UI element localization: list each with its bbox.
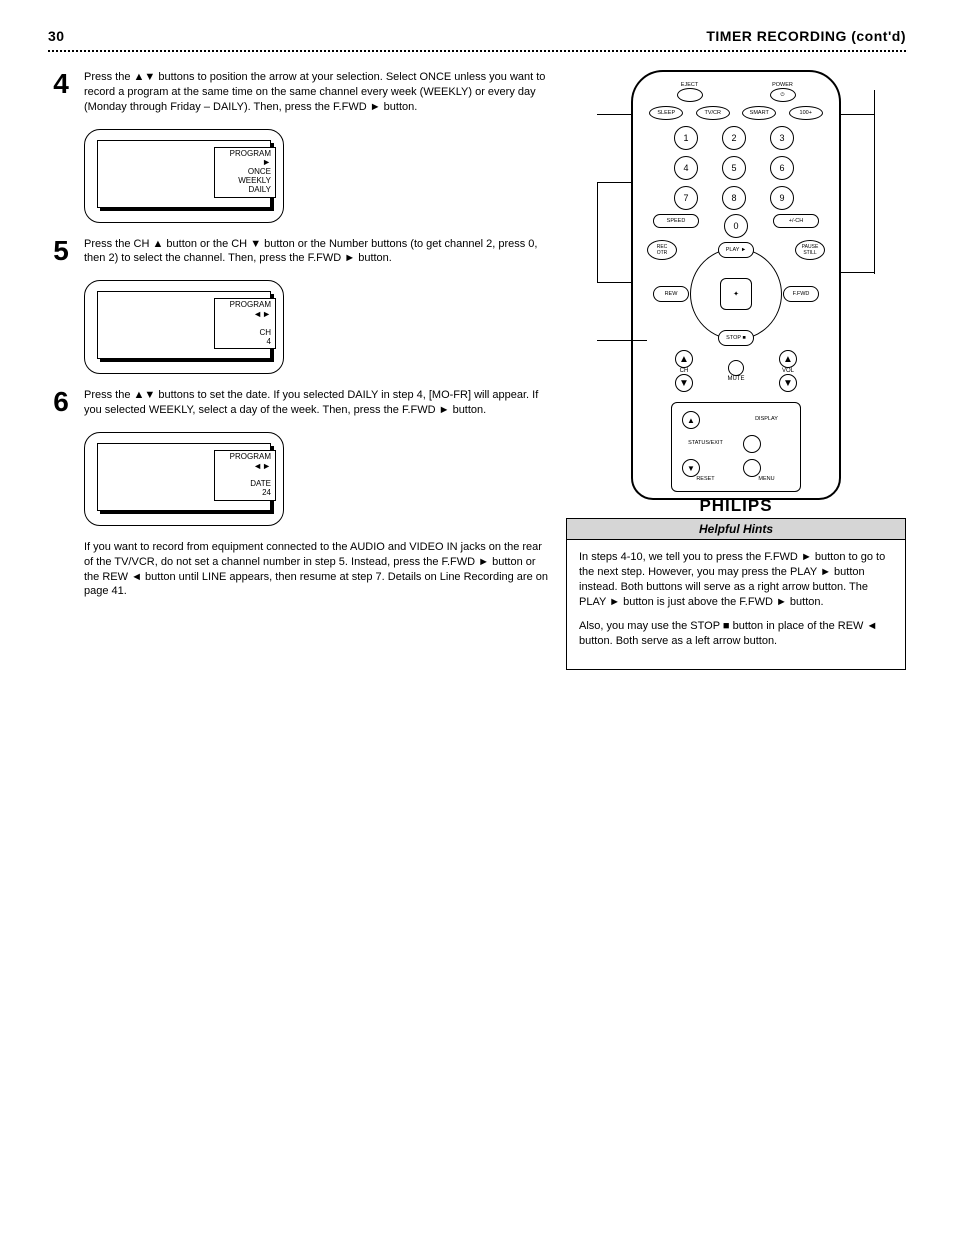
play-button: PLAY ► bbox=[718, 242, 754, 258]
vol-down: ▼ bbox=[779, 374, 797, 392]
eject-label: EJECT bbox=[677, 82, 703, 88]
pause-still-button: PAUSESTILL bbox=[795, 240, 825, 260]
dotted-rule bbox=[48, 50, 906, 52]
reset-label: RESET bbox=[682, 477, 729, 483]
step-6-text: Press the ▲▼ buttons to set the date. If… bbox=[84, 388, 548, 418]
menu-button bbox=[743, 459, 761, 477]
remote-door: ▲ DISPLAY STATUS/EXIT ▼ RESET MENU bbox=[671, 402, 801, 492]
rew-button: REW bbox=[653, 286, 689, 302]
num-1: 1 bbox=[674, 126, 698, 150]
status-up: ▲ bbox=[682, 411, 700, 429]
rec-otr-button: RECOTR bbox=[647, 240, 677, 260]
page-title: TIMER RECORDING (cont'd) bbox=[706, 28, 906, 44]
remote-control-diagram: EJECT POWER ⏻ SLEEP TV/CR SMART 100+ 1 2… bbox=[631, 70, 841, 500]
ffwd-button: F.FWD bbox=[783, 286, 819, 302]
page-header: 30 TIMER RECORDING (cont'd) bbox=[48, 28, 906, 44]
power-label: POWER bbox=[770, 82, 796, 88]
stop-button: STOP ■ bbox=[718, 330, 754, 346]
mode-row: SLEEP TV/CR SMART 100+ bbox=[643, 106, 829, 120]
brand-logo: PHILIPS bbox=[643, 496, 829, 516]
helpful-hints-box: Helpful Hints In steps 4-10, we tell you… bbox=[566, 518, 906, 670]
mute-label: MUTE bbox=[728, 376, 745, 382]
mode-sleep: SLEEP bbox=[649, 106, 683, 120]
hint-paragraph-2: Also, you may use the STOP ■ button in p… bbox=[579, 619, 893, 649]
num-2: 2 bbox=[722, 126, 746, 150]
num-0: 0 bbox=[724, 214, 748, 238]
num-8: 8 bbox=[722, 186, 746, 210]
eject-button bbox=[677, 88, 703, 102]
num-3: 3 bbox=[770, 126, 794, 150]
tv-diagram-5: PROGRAM ◄►CH4 bbox=[84, 280, 284, 374]
step-4: 4 Press the ▲▼ buttons to position the a… bbox=[48, 70, 548, 115]
num-6: 6 bbox=[770, 156, 794, 180]
menu-label: MENU bbox=[743, 477, 790, 483]
step-5-text: Press the CH ▲ button or the CH ▼ button… bbox=[84, 237, 548, 267]
left-column: 4 Press the ▲▼ buttons to position the a… bbox=[48, 70, 548, 670]
hints-title: Helpful Hints bbox=[567, 519, 905, 540]
page-number: 30 bbox=[48, 28, 65, 44]
tv-diagram-6: PROGRAM ◄►DATE24 bbox=[84, 432, 284, 526]
line-record-note: If you want to record from equipment con… bbox=[48, 540, 548, 599]
hint-paragraph-1: In steps 4-10, we tell you to press the … bbox=[579, 550, 893, 609]
tv-diagram-4: PROGRAM ►ONCEWEEKLYDAILY bbox=[84, 129, 284, 223]
dpad: RECOTR PAUSESTILL PLAY ► STOP ■ REW F.FW… bbox=[643, 244, 829, 344]
speed-button: SPEED bbox=[653, 214, 699, 228]
ch-up: ▲ bbox=[675, 350, 693, 368]
display-button bbox=[743, 435, 761, 453]
num-5: 5 bbox=[722, 156, 746, 180]
mode-100: 100+ bbox=[789, 106, 823, 120]
status-exit-label: STATUS/EXIT bbox=[682, 441, 729, 447]
mute-button bbox=[728, 360, 744, 376]
ch-down: ▼ bbox=[675, 374, 693, 392]
power-button: ⏻ bbox=[770, 88, 796, 102]
mode-tvvcr: TV/CR bbox=[696, 106, 730, 120]
step-4-text: Press the ▲▼ buttons to position the arr… bbox=[84, 70, 548, 115]
display-label: DISPLAY bbox=[743, 417, 790, 423]
dpad-center: ✦ bbox=[720, 278, 752, 310]
number-pad: 1 2 3 4 5 6 7 8 9 bbox=[643, 126, 829, 210]
plus-ch-button: +/-CH bbox=[773, 214, 819, 228]
right-column: EJECT POWER ⏻ SLEEP TV/CR SMART 100+ 1 2… bbox=[566, 70, 906, 670]
reset-down: ▼ bbox=[682, 459, 700, 477]
num-9: 9 bbox=[770, 186, 794, 210]
num-4: 4 bbox=[674, 156, 698, 180]
hints-body: In steps 4-10, we tell you to press the … bbox=[567, 540, 905, 669]
ch-vol-row: ▲ CH ▼ MUTE ▲ VOL ▼ bbox=[643, 350, 829, 392]
step-5: 5 Press the CH ▲ button or the CH ▼ butt… bbox=[48, 237, 548, 267]
step-6: 6 Press the ▲▼ buttons to set the date. … bbox=[48, 388, 548, 418]
num-7: 7 bbox=[674, 186, 698, 210]
vol-up: ▲ bbox=[779, 350, 797, 368]
mode-smart: SMART bbox=[742, 106, 776, 120]
